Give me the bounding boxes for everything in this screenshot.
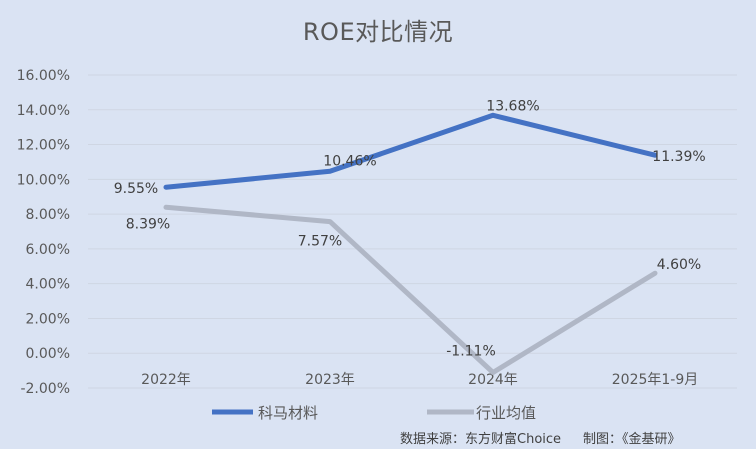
chart-title: ROE对比情况	[302, 18, 454, 46]
y-tick-label: 4.00%	[26, 277, 70, 293]
data-label: 4.60%	[657, 257, 701, 273]
legend: 科马材料 行业均值	[212, 404, 536, 422]
chart-credit: 制图：《金基研》	[583, 432, 681, 447]
x-axis: 2022年 2023年 2024年 2025年1-9月	[141, 372, 698, 388]
y-tick-label: 10.00%	[17, 172, 70, 188]
y-tick-label: 6.00%	[26, 242, 70, 258]
data-label: 13.68%	[486, 98, 539, 114]
y-tick-label: 0.00%	[26, 346, 70, 362]
x-tick-label: 2023年	[305, 372, 355, 388]
data-label: 7.57%	[298, 234, 342, 250]
series-line-industry	[163, 204, 658, 375]
y-tick-label: -2.00%	[20, 381, 70, 397]
data-labels: 9.55% 10.46% 13.68% 11.39% 8.39% 7.57% -1.11% 4…	[114, 98, 706, 359]
y-tick-label: 2.00%	[26, 311, 70, 327]
series-line-kema	[163, 112, 658, 190]
data-label: 8.39%	[126, 216, 170, 232]
y-tick-label: 12.00%	[17, 138, 70, 154]
series-lines	[163, 112, 658, 375]
y-tick-label: 14.00%	[17, 103, 70, 119]
x-tick-label: 2025年1-9月	[612, 372, 699, 388]
gridlines	[88, 74, 737, 389]
x-tick-label: 2024年	[468, 372, 518, 388]
data-source: 数据来源：东方财富Choice	[400, 432, 562, 447]
y-tick-label: 16.00%	[17, 68, 70, 84]
legend-label-industry: 行业均值	[476, 404, 536, 422]
source-note: 数据来源：东方财富Choice 制图：《金基研》	[400, 428, 703, 447]
data-label: 9.55%	[114, 181, 158, 197]
y-tick-label: 8.00%	[26, 207, 70, 223]
y-axis: 16.00% 14.00% 12.00% 10.00% 8.00% 6.00% 4.00% 2…	[17, 68, 70, 397]
data-label: 10.46%	[323, 153, 376, 169]
data-label: -1.11%	[446, 344, 496, 360]
data-label: 11.39%	[652, 149, 705, 165]
x-tick-label: 2022年	[141, 372, 191, 388]
legend-label-kema: 科马材料	[258, 404, 318, 422]
